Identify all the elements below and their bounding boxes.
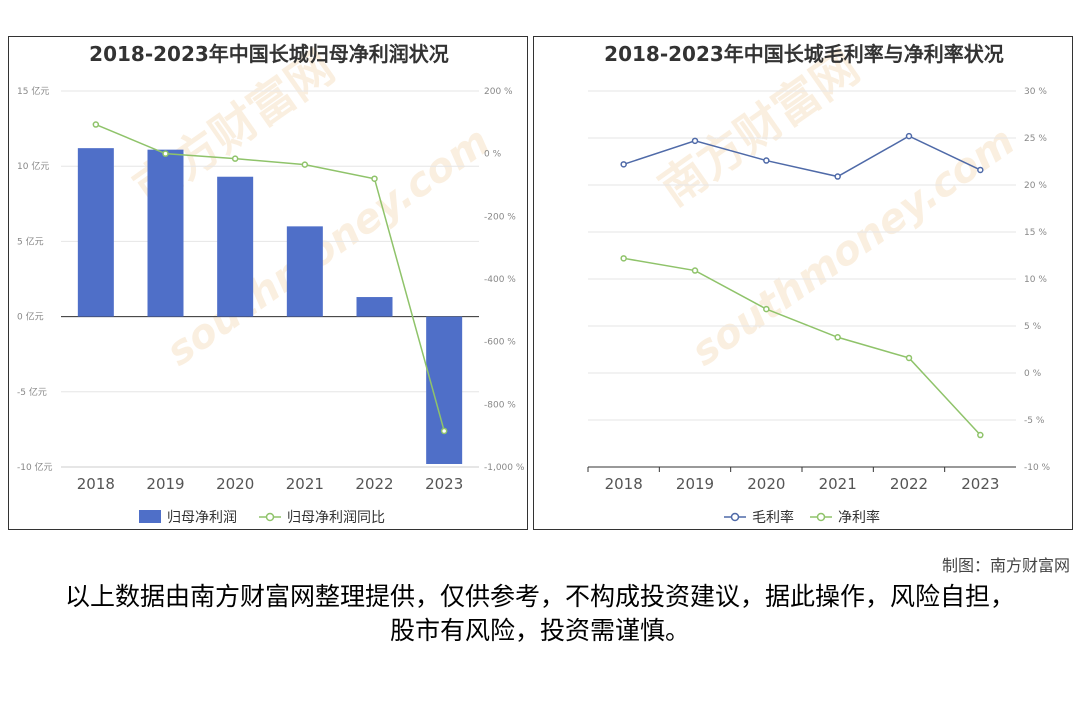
x-tick-label: 2020 bbox=[747, 475, 785, 493]
x-tick-label: 2023 bbox=[961, 475, 999, 493]
point-yoy-2022 bbox=[371, 175, 378, 182]
disclaimer-text: 以上数据由南方财富网整理提供，仅供参考，不构成投资建议，据此操作，风险自担，股市… bbox=[64, 582, 1015, 645]
y-right-tick-label: -400 % bbox=[484, 275, 516, 285]
y-right-tick-label: -10 % bbox=[1024, 463, 1051, 473]
line-yoy bbox=[95, 123, 445, 432]
y-right-tick-label: 15 % bbox=[1024, 228, 1047, 238]
y-right-tick-label: -200 % bbox=[484, 212, 516, 222]
point-series-1-2022 bbox=[905, 354, 913, 362]
net-profit-chart: 南方财富网southmoney.com2018-2023年中国长城归母净利润状况… bbox=[17, 40, 525, 526]
y-left-tick-label: 5 亿元 bbox=[17, 235, 44, 247]
x-tick-label: 2020 bbox=[216, 475, 254, 493]
y-left-tick-label: 10 亿元 bbox=[17, 160, 49, 172]
y-right-tick-label: -800 % bbox=[484, 400, 516, 410]
x-tick-label: 2018 bbox=[77, 475, 115, 493]
point-yoy-2021 bbox=[301, 161, 309, 168]
y-left-tick-label: 0 亿元 bbox=[17, 311, 44, 323]
margin-chart-panel: 南方财富网 southmoney.com 2018-2023年中国长城毛利率与净利率… bbox=[533, 36, 1073, 530]
point-yoy-2023 bbox=[440, 427, 448, 435]
y-right-tick-label: 0 % bbox=[484, 150, 502, 160]
legend-swatch-bar bbox=[139, 510, 161, 523]
point-series-1-2019 bbox=[691, 267, 699, 274]
x-tick-label: 2019 bbox=[676, 475, 714, 493]
bar-2022 bbox=[356, 297, 393, 317]
point-series-1-2023 bbox=[977, 431, 984, 439]
legend-swatch-marker bbox=[265, 512, 275, 522]
legend-label-line: 归母净利润同比 bbox=[287, 509, 385, 526]
y-right-tick-label: 0 % bbox=[1024, 369, 1042, 379]
point-series-0-2021 bbox=[834, 173, 841, 180]
bar-2023 bbox=[426, 316, 463, 464]
chart-title: 2018-2023年中国长城毛利率与净利率状况 bbox=[604, 42, 1004, 66]
margin-chart: 南方财富网southmoney.com2018-2023年中国长城毛利率与净利率… bbox=[587, 40, 1051, 526]
x-tick-label: 2023 bbox=[425, 475, 463, 493]
point-series-0-2019 bbox=[691, 137, 699, 145]
legend-marker-0 bbox=[730, 512, 740, 522]
bar-2018 bbox=[77, 148, 114, 317]
point-yoy-2019 bbox=[162, 150, 169, 157]
y-left-tick-label: -10 亿元 bbox=[17, 461, 53, 473]
legend-marker-1 bbox=[816, 512, 826, 522]
point-series-0-2018 bbox=[620, 161, 627, 168]
point-series-1-2021 bbox=[834, 334, 841, 341]
y-right-tick-label: 5 % bbox=[1024, 322, 1042, 332]
x-tick-label: 2022 bbox=[890, 475, 928, 493]
watermark-brand: 南方财富网 bbox=[649, 40, 868, 216]
line-series-0 bbox=[623, 135, 981, 178]
y-right-tick-label: -600 % bbox=[484, 338, 516, 348]
point-series-0-2023 bbox=[977, 166, 984, 174]
x-tick-label: 2021 bbox=[286, 475, 324, 493]
chart-credit: 制图：南方财富网 bbox=[941, 556, 1070, 575]
x-tick-label: 2021 bbox=[819, 475, 857, 493]
point-yoy-2020 bbox=[231, 155, 239, 162]
chart-title: 2018-2023年中国长城归母净利润状况 bbox=[89, 42, 449, 66]
line-series-1 bbox=[623, 257, 981, 436]
legend: 毛利率 净利率 bbox=[724, 509, 880, 526]
y-right-tick-label: 30 % bbox=[1024, 87, 1047, 97]
bar-2019 bbox=[147, 149, 184, 317]
bar-2020 bbox=[217, 176, 254, 317]
point-yoy-2018 bbox=[92, 121, 100, 128]
net-profit-chart-panel: 南方财富网 southmoney.com 2018-2023年中国长城归母净利润状况… bbox=[8, 36, 528, 530]
legend-label-1: 净利率 bbox=[838, 509, 880, 526]
legend: 归母净利润 归母净利润同比 bbox=[139, 509, 385, 526]
y-right-tick-label: -5 % bbox=[1024, 416, 1045, 426]
x-tick-label: 2022 bbox=[355, 475, 393, 493]
legend-label-bar: 归母净利润 bbox=[167, 509, 237, 526]
point-series-0-2020 bbox=[763, 157, 770, 164]
point-series-1-2020 bbox=[763, 305, 770, 313]
y-right-tick-label: 25 % bbox=[1024, 134, 1047, 144]
point-series-0-2022 bbox=[905, 132, 913, 140]
y-left-tick-label: -5 亿元 bbox=[17, 386, 47, 398]
legend-label-0: 毛利率 bbox=[752, 509, 794, 526]
y-left-tick-label: 15 亿元 bbox=[17, 85, 49, 97]
point-series-1-2018 bbox=[620, 255, 627, 262]
y-right-tick-label: 10 % bbox=[1024, 275, 1047, 285]
y-right-tick-label: 20 % bbox=[1024, 181, 1047, 191]
x-tick-label: 2018 bbox=[605, 475, 643, 493]
y-right-tick-label: -1,000 % bbox=[484, 463, 525, 473]
bar-2021 bbox=[286, 226, 323, 317]
x-tick-label: 2019 bbox=[146, 475, 184, 493]
y-right-tick-label: 200 % bbox=[484, 87, 513, 97]
